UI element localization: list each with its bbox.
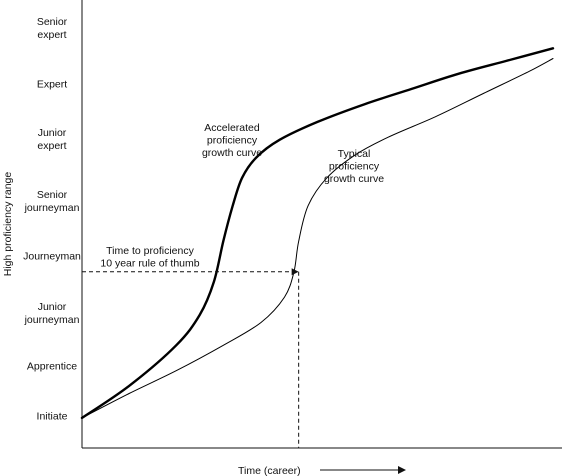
y-tick-label: Junior journeyman [24, 301, 80, 326]
y-axis-title: High proficiency range [2, 172, 14, 277]
typical-curve-label: Typical proficiency growth curve [324, 148, 384, 185]
y-tick-label: Senior expert [37, 16, 68, 41]
time-to-proficiency-label: Time to proficiency 10 year rule of thumb [100, 245, 199, 270]
y-tick-label: Expert [37, 79, 67, 91]
guide-arrowhead [291, 268, 299, 276]
x-axis-arrow [320, 466, 406, 474]
y-tick-label: Senior journeyman [24, 189, 80, 214]
y-tick-label: Apprentice [27, 361, 77, 373]
dashed-guides [82, 268, 300, 448]
x-axis-title: Time (career) [238, 465, 301, 476]
y-tick-labels: Initiate Apprentice Junior journeyman Journe… [23, 16, 81, 423]
axes [81, 0, 562, 449]
y-tick-label: Journeyman [23, 251, 81, 263]
accelerated-curve-line [80, 47, 555, 420]
curves [80, 47, 555, 420]
y-tick-label: Junior expert [37, 127, 66, 152]
typical-curve-line [81, 58, 554, 419]
y-tick-label: Initiate [37, 411, 68, 423]
accelerated-curve-label: Accelerated proficiency growth curve [202, 122, 262, 159]
curve-labels: Accelerated proficiency growth curve Typica… [100, 122, 384, 270]
